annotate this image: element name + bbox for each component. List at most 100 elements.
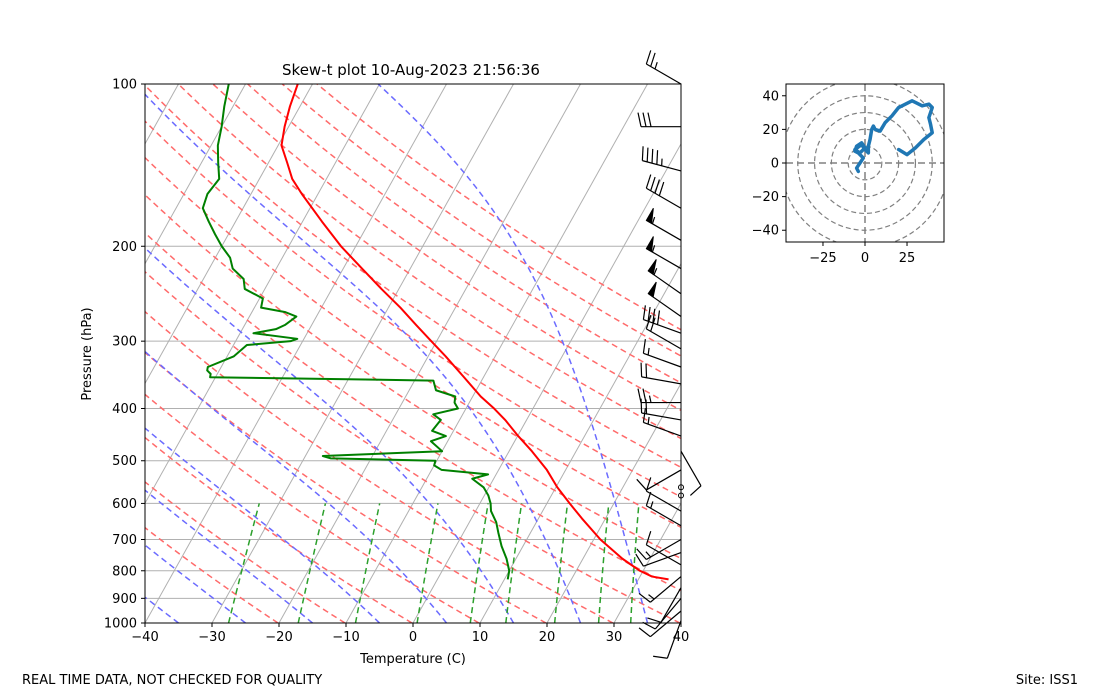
skewt-x-label: Temperature (C) [359,652,466,667]
barb-staff [643,421,682,437]
barb-full-flag [658,181,665,196]
wind-barb [645,315,682,350]
barb-half-flag [653,268,658,276]
moist-adiabat-line [145,93,582,623]
barb-staff [649,576,682,603]
barb-full-flag [642,339,646,354]
isotherm-line [145,84,246,265]
barb-full-flag [647,112,652,127]
temperature-profile-line [280,84,669,581]
isotherm-line [546,382,681,623]
hodograph-chart: −25 0 25 −40 −20 0 20 40 [752,83,945,266]
barb-full-flag [635,553,644,567]
wind-barb [636,469,682,491]
moist-adiabat-line [145,246,515,623]
barb-full-flag [646,147,649,162]
x-tick-label: 30 [606,630,623,645]
barb-staff [646,544,682,566]
barb-half-flag [648,395,652,403]
hodograph-grid [786,84,944,242]
hodo-x-tick-label: −25 [809,251,836,266]
hodograph-y-axis: −40 −20 0 20 40 [752,89,786,239]
barb-full-flag [645,174,652,189]
barb-staff [643,551,682,567]
isotherm-line [145,84,380,505]
dry-adiabat-line [145,480,346,623]
barb-full-flag [638,627,651,638]
isotherm-line [412,142,681,623]
wind-barb [645,531,682,566]
moist-adiabat-line [377,84,649,623]
dry-adiabat-line [145,310,614,623]
isotherm-line [479,262,681,623]
calm-wind-circle [678,492,684,499]
barb-full-flag [650,176,656,191]
wind-barb [642,339,682,368]
x-tick-label: −10 [332,630,359,645]
barb-half-flag [648,594,655,600]
barb-full-flag [636,478,647,491]
wind-barb [637,112,681,128]
dry-adiabat-line [145,231,681,592]
y-tick-label: 800 [112,564,137,579]
mixing-ratio-line [227,503,260,623]
barb-full-flag [645,399,648,414]
barb-full-flag [652,308,656,324]
barb-full-flag [641,146,644,161]
moist-adiabat-line [145,489,313,623]
barb-full-flag [637,388,642,403]
isotherm-line [0,84,45,623]
barb-full-flag [645,491,652,506]
wind-barb [641,146,682,172]
wind-barb [678,492,684,499]
hodograph-line [853,99,934,174]
barb-full-flag [650,317,656,332]
mixing-ratio-line [297,503,327,623]
barb-staff [646,469,682,491]
barb-full-flag [642,621,656,630]
wind-barb [645,491,682,527]
wind-barb [642,597,682,630]
isotherm-line [211,84,514,623]
barb-full-flag [656,310,661,325]
dewpoint-profile-line [201,84,511,580]
barb-full-flag [638,592,651,603]
hodo-y-tick-label: 0 [771,157,779,172]
wind-barb [645,236,682,270]
skewt-reference-lines [0,84,681,623]
hodograph-ring [813,111,917,215]
barb-pennant [645,236,654,253]
y-tick-label: 600 [112,497,137,512]
barb-full-flag [645,363,648,378]
y-tick-label: 900 [112,592,137,607]
barb-full-flag [645,477,652,492]
dry-adiabat-line [145,270,681,623]
barb-half-flag [651,245,656,253]
x-tick-label: −40 [131,630,158,645]
barb-full-flag [640,398,643,414]
wind-barb [647,259,682,295]
wind-barb [642,408,682,437]
barb-full-flag [642,305,646,320]
y-tick-label: 100 [112,78,137,93]
barb-full-flag [642,408,646,423]
wind-barb [635,551,682,567]
barb-full-flag [647,617,662,623]
barb-half-flag [650,501,654,509]
isotherm-line [680,621,681,623]
wind-barb [653,620,682,659]
barb-half-flag [651,216,656,225]
barb-half-flag [654,62,658,70]
barb-staff [660,587,682,623]
mixing-ratio-line [354,503,381,623]
barb-full-flag [645,315,652,330]
skewt-series [201,84,669,581]
barb-staff [643,352,682,368]
barb-full-flag [654,179,660,194]
barb-staff [646,538,682,561]
mixing-ratio-line [416,503,439,623]
barb-full-flag [689,485,702,496]
barb-half-flag [647,347,650,356]
wind-barb [638,610,682,638]
